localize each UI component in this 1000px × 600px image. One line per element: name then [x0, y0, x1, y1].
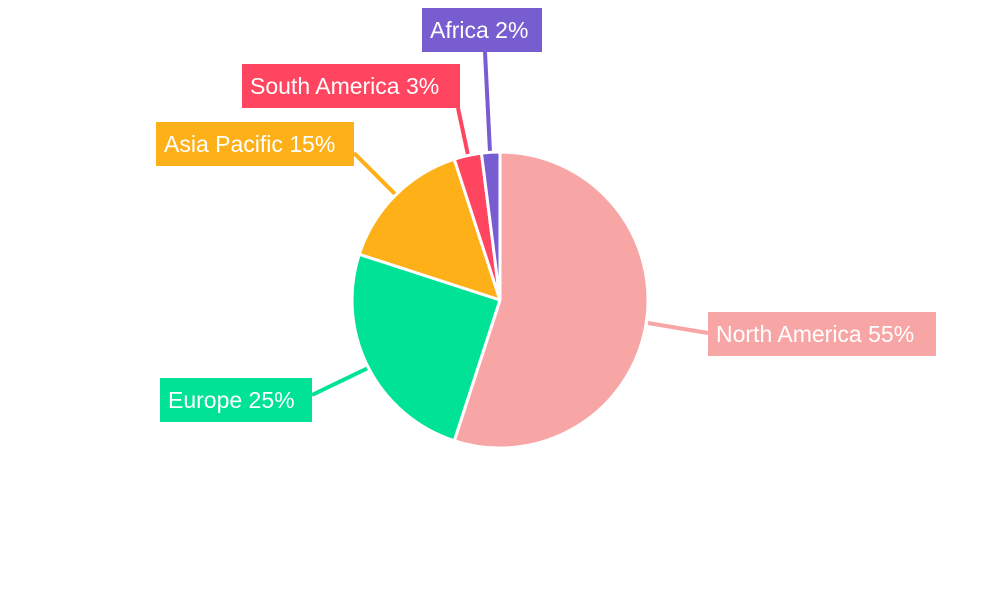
- slice-north-america[interactable]: [452, 150, 650, 450]
- label-africa: Africa 2%: [422, 8, 542, 52]
- slice-europe[interactable]: [350, 252, 502, 443]
- connector-south-america: [456, 107, 470, 156]
- label-south-america: South America 3%: [242, 64, 460, 108]
- connector-africa: [483, 51, 492, 153]
- connector-asia-pacific: [352, 151, 397, 196]
- connector-europe: [311, 366, 369, 397]
- connector-north-america: [647, 321, 709, 335]
- label-asia-pacific: Asia Pacific 15%: [156, 122, 354, 166]
- label-europe: Europe 25%: [160, 378, 312, 422]
- slice-africa[interactable]: [479, 150, 502, 302]
- label-north-america: North America 55%: [708, 312, 936, 356]
